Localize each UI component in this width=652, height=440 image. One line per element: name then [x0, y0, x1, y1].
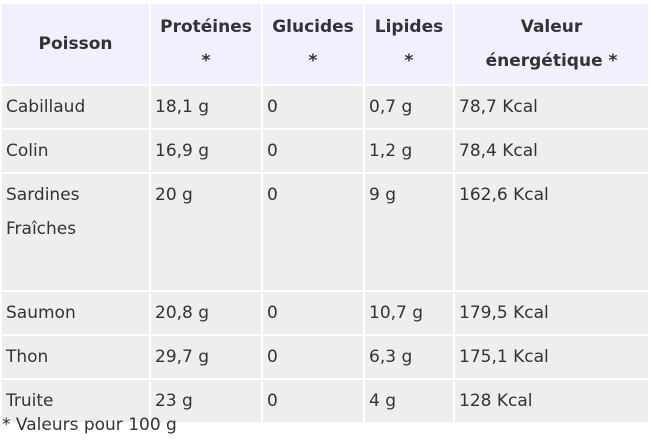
table-row: Thon 29,7 g 0 6,3 g 175,1 Kcal	[2, 334, 648, 379]
cell-poisson: Thon	[2, 334, 151, 379]
nutrition-table-container: Poisson Protéines * Glucides * Lipides *…	[2, 4, 648, 422]
cell-glucides: 0	[262, 334, 365, 379]
footnote: * Valeurs pour 100 g	[2, 415, 177, 435]
cell-valeur: 162,6 Kcal	[454, 172, 648, 291]
cell-valeur: 128 Kcal	[454, 378, 648, 422]
cell-valeur: 179,5 Kcal	[454, 290, 648, 335]
cell-glucides: 0	[262, 128, 365, 173]
header-lipides-label: Lipides	[374, 17, 444, 37]
table-row: Colin 16,9 g 0 1,2 g 78,4 Kcal	[2, 128, 648, 173]
header-poisson-label: Poisson	[38, 34, 113, 54]
cell-poisson: Cabillaud	[2, 84, 151, 129]
header-valeur-label: Valeur	[520, 17, 583, 37]
cell-poisson: Saumon	[2, 290, 151, 335]
table-row: Cabillaud 18,1 g 0 0,7 g 78,7 Kcal	[2, 84, 648, 129]
cell-poisson: Colin	[2, 128, 151, 173]
cell-proteines: 23 g	[150, 378, 263, 422]
header-proteines-asterisk: *	[201, 51, 211, 71]
cell-poisson: Truite	[2, 378, 151, 422]
cell-lipides: 10,7 g	[364, 290, 455, 335]
table-header: Poisson Protéines * Glucides * Lipides *…	[2, 4, 648, 85]
cell-lipides: 6,3 g	[364, 334, 455, 379]
header-glucides-asterisk: *	[308, 51, 318, 71]
cell-glucides: 0	[262, 84, 365, 129]
table-row: Saumon 20,8 g 0 10,7 g 179,5 Kcal	[2, 290, 648, 335]
header-row: Poisson Protéines * Glucides * Lipides *…	[2, 4, 648, 85]
cell-lipides: 1,2 g	[364, 128, 455, 173]
header-valeur-energetique: Valeur énergétique *	[454, 4, 648, 85]
header-glucides-label: Glucides	[272, 17, 354, 37]
cell-lipides: 4 g	[364, 378, 455, 422]
cell-poisson: Sardines Fraîches	[2, 172, 151, 291]
table-row: Sardines Fraîches 20 g 0 9 g 162,6 Kcal	[2, 172, 648, 291]
cell-lipides: 9 g	[364, 172, 455, 291]
table-body: Cabillaud 18,1 g 0 0,7 g 78,7 Kcal Colin…	[2, 84, 648, 422]
header-lipides: Lipides *	[364, 4, 455, 85]
cell-glucides: 0	[262, 172, 365, 291]
cell-glucides: 0	[262, 290, 365, 335]
cell-proteines: 20 g	[150, 172, 263, 291]
cell-valeur: 78,4 Kcal	[454, 128, 648, 173]
cell-glucides: 0	[262, 378, 365, 422]
header-poisson: Poisson	[2, 4, 151, 85]
header-energetique-label: énergétique *	[485, 51, 618, 71]
header-glucides: Glucides *	[262, 4, 365, 85]
header-lipides-asterisk: *	[404, 51, 414, 71]
header-proteines: Protéines *	[150, 4, 263, 85]
nutrition-table: Poisson Protéines * Glucides * Lipides *…	[2, 4, 648, 422]
cell-valeur: 175,1 Kcal	[454, 334, 648, 379]
header-proteines-label: Protéines	[160, 17, 252, 37]
cell-valeur: 78,7 Kcal	[454, 84, 648, 129]
table-row: Truite 23 g 0 4 g 128 Kcal	[2, 378, 648, 422]
cell-proteines: 18,1 g	[150, 84, 263, 129]
cell-proteines: 20,8 g	[150, 290, 263, 335]
cell-proteines: 16,9 g	[150, 128, 263, 173]
cell-lipides: 0,7 g	[364, 84, 455, 129]
cell-proteines: 29,7 g	[150, 334, 263, 379]
